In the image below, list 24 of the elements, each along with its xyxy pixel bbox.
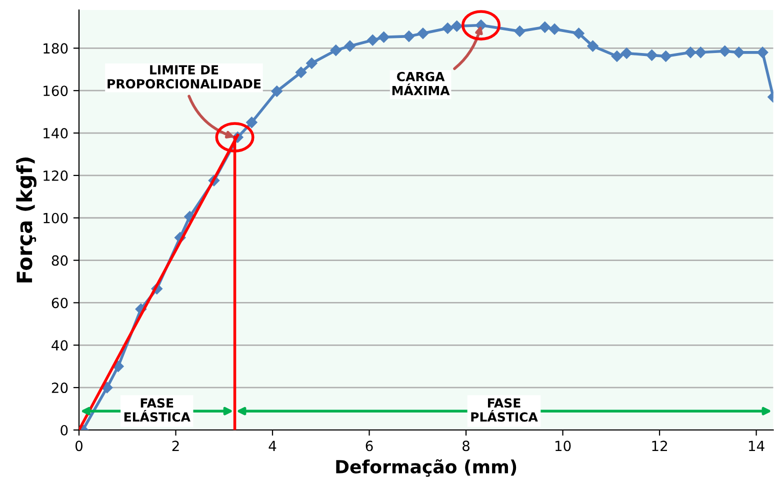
y-tick-label: 20 <box>52 382 68 394</box>
x-axis-title: Deformação (mm) <box>336 459 516 477</box>
annotation: CARGA MÁXIMA <box>392 72 450 96</box>
x-tick-label: 4 <box>268 440 276 451</box>
y-tick-label: 160 <box>44 86 68 96</box>
y-tick-label: 80 <box>52 255 68 266</box>
y-tick-label: 140 <box>44 128 68 139</box>
y-axis-title: Força (kgf) <box>16 158 37 282</box>
x-tick-label: 0 <box>75 440 82 452</box>
y-tick-label: 40 <box>52 340 68 351</box>
x-tick-label: 2 <box>172 440 179 451</box>
x-tick-label: 10 <box>555 440 571 452</box>
x-tick-label: 12 <box>652 440 667 451</box>
x-tick-label: 6 <box>366 440 373 452</box>
x-tick-label: 14 <box>748 440 764 451</box>
y-tick-label: 0 <box>60 424 68 436</box>
band-label: FASE ELÁSTICA <box>124 398 190 422</box>
band-label: FASE PLÁSTICA <box>471 398 538 422</box>
y-tick-label: 100 <box>44 212 68 224</box>
x-tick-label: 8 <box>462 440 470 452</box>
y-tick-label: 180 <box>44 43 68 54</box>
annotation: LIMITE DE PROPORCIONALIDADE <box>108 65 261 89</box>
y-tick-label: 120 <box>44 170 68 181</box>
y-tick-label: 60 <box>52 298 68 308</box>
